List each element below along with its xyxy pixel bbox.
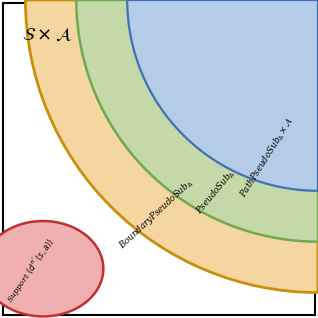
Wedge shape — [25, 0, 318, 293]
Text: BoundaryPseudoSub$_\Delta$: BoundaryPseudoSub$_\Delta$ — [116, 177, 196, 252]
Text: Support $(d^{\pi^*}(s,a))$: Support $(d^{\pi^*}(s,a))$ — [2, 235, 58, 306]
Wedge shape — [127, 0, 318, 191]
Text: PseudoSub$_\Delta$: PseudoSub$_\Delta$ — [193, 167, 238, 218]
Wedge shape — [76, 0, 318, 242]
Text: PathPseudoSub$_\Delta \times \mathcal{A}$: PathPseudoSub$_\Delta \times \mathcal{A}… — [237, 115, 297, 200]
Text: $\mathcal{S} \times \mathcal{A}$: $\mathcal{S} \times \mathcal{A}$ — [22, 26, 73, 44]
Ellipse shape — [0, 221, 103, 316]
